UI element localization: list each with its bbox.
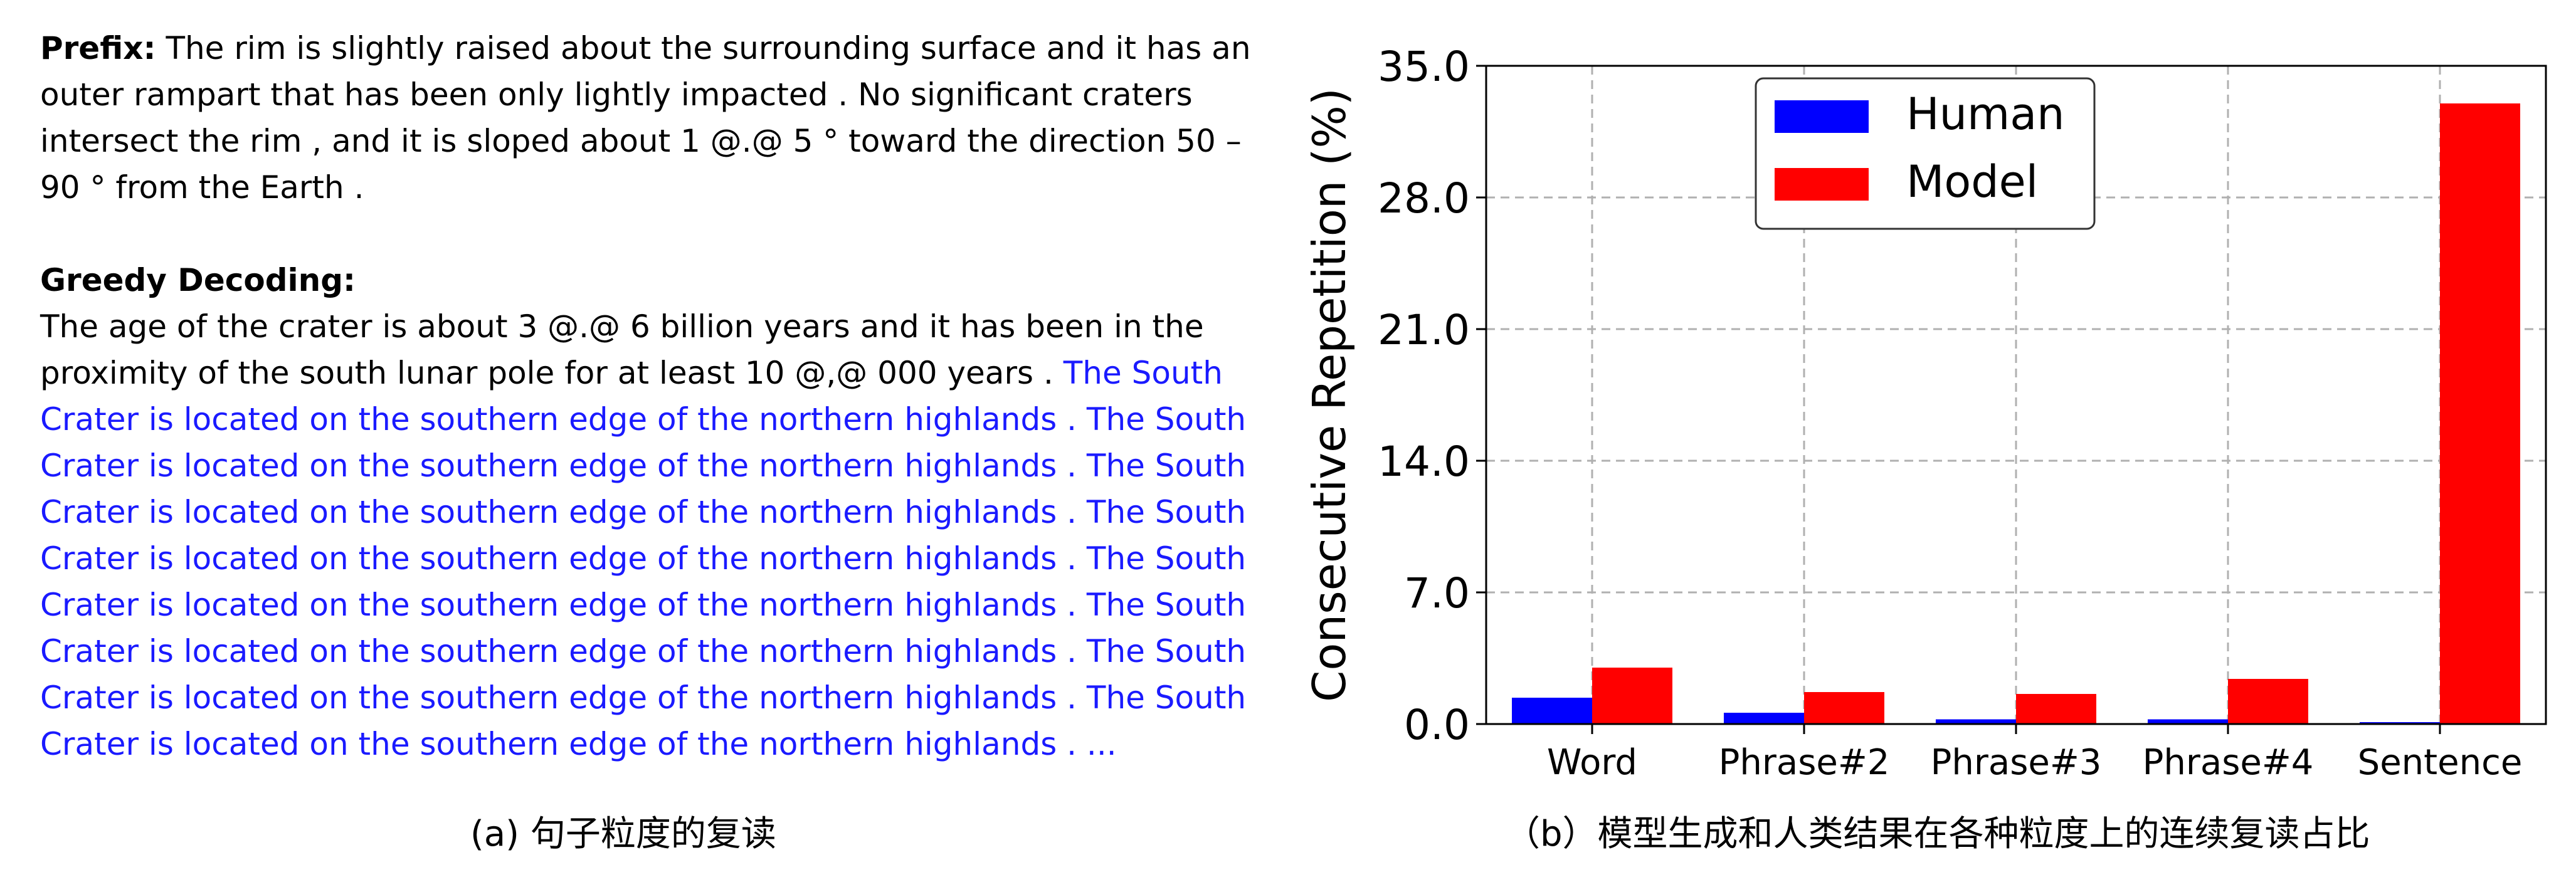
bar-human bbox=[1512, 698, 1592, 724]
greedy-label: Greedy Decoding: bbox=[40, 262, 356, 298]
prefix-label: Prefix: bbox=[40, 30, 156, 66]
prefix-line: 90 ° from the Earth . bbox=[40, 169, 364, 206]
bar-model bbox=[1592, 668, 1672, 724]
repeated-line: Crater is located on the southern edge o… bbox=[40, 494, 1247, 530]
bar-model bbox=[1804, 692, 1884, 724]
x-tick-label: Phrase#3 bbox=[1931, 742, 2102, 783]
y-tick-label: 35.0 bbox=[1378, 43, 1470, 91]
legend-swatch-model bbox=[1775, 168, 1869, 201]
y-tick-label: 14.0 bbox=[1378, 438, 1470, 486]
prefix-line: The rim is slightly raised about the sur… bbox=[166, 30, 1251, 66]
y-tick-label: 21.0 bbox=[1378, 306, 1470, 354]
x-tick-label: Phrase#4 bbox=[2143, 742, 2314, 783]
repeated-line: Crater is located on the southern edge o… bbox=[40, 401, 1247, 438]
bar-model bbox=[2228, 679, 2308, 724]
y-tick-label: 7.0 bbox=[1404, 569, 1470, 617]
prefix-line: outer rampart that has been only lightly… bbox=[40, 76, 1193, 113]
repeated-line: Crater is located on the southern edge o… bbox=[40, 448, 1247, 484]
prefix-line: intersect the rim , and it is sloped abo… bbox=[40, 123, 1242, 159]
y-tick-label: 28.0 bbox=[1378, 174, 1470, 223]
greedy-paragraph: Greedy Decoding: The age of the crater i… bbox=[40, 257, 1269, 767]
repeated-line: Crater is located on the southern edge o… bbox=[40, 680, 1247, 716]
caption-b: （b）模型生成和人类结果在各种粒度上的连续复读占比 bbox=[1505, 814, 2370, 854]
bar-human bbox=[1936, 719, 2016, 724]
x-tick-label: Phrase#2 bbox=[1719, 742, 1890, 783]
greedy-line: The age of the crater is about 3 @.@ 6 b… bbox=[40, 308, 1204, 345]
bar-model bbox=[2440, 103, 2520, 724]
repeated-line: Crater is located on the southern edge o… bbox=[40, 540, 1247, 577]
repeated-text: The South bbox=[1063, 355, 1223, 391]
bar-model bbox=[2016, 694, 2096, 724]
legend-swatch-human bbox=[1775, 100, 1869, 133]
text-panel: Prefix: The rim is slightly raised about… bbox=[40, 25, 1269, 767]
bar-human bbox=[2148, 719, 2228, 724]
legend: Human Model bbox=[1755, 77, 2096, 230]
x-tick-label: Sentence bbox=[2358, 742, 2523, 783]
legend-label-human: Human bbox=[1906, 88, 2064, 140]
y-tick-label: 0.0 bbox=[1404, 701, 1470, 749]
bar-human bbox=[1724, 713, 1804, 724]
prefix-paragraph: Prefix: The rim is slightly raised about… bbox=[40, 25, 1269, 211]
x-tick-label: Word bbox=[1547, 742, 1637, 783]
greedy-line: proximity of the south lunar pole for at… bbox=[40, 355, 1064, 391]
caption-a: (a) 句子粒度的复读 bbox=[470, 814, 776, 854]
repeated-line: Crater is located on the southern edge o… bbox=[40, 587, 1247, 623]
y-axis-label: Consecutive Repetition (%) bbox=[1303, 88, 1356, 702]
legend-label-model: Model bbox=[1906, 156, 2038, 207]
repeated-line-last: Crater is located on the southern edge o… bbox=[40, 726, 1117, 762]
repeated-line: Crater is located on the southern edge o… bbox=[40, 633, 1247, 669]
